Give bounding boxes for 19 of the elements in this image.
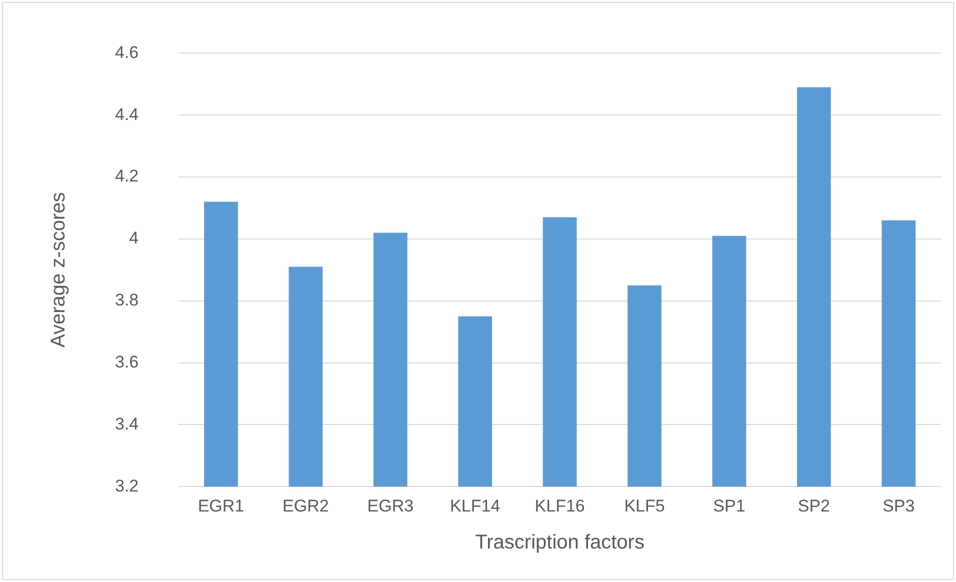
- y-axis-title: Average z-scores: [48, 192, 70, 348]
- y-tick-label: 3.8: [114, 290, 139, 310]
- x-tick-label: KLF5: [624, 496, 665, 516]
- x-tick-label: EGR1: [198, 496, 244, 516]
- x-tick-label: SP3: [882, 496, 915, 516]
- y-tick-label: 4.2: [114, 166, 139, 186]
- x-tick-label: KLF14: [450, 496, 500, 516]
- x-tick-label: SP2: [798, 496, 830, 516]
- y-tick-label: 3.6: [114, 352, 139, 372]
- y-tick-label: 4.6: [114, 42, 139, 62]
- x-tick-label: SP1: [713, 496, 746, 516]
- x-tick-label: EGR3: [367, 496, 414, 516]
- x-tick-label: KLF16: [534, 496, 585, 516]
- y-tick-label: 4.4: [114, 104, 139, 124]
- y-tick-label: 4: [129, 228, 139, 248]
- y-tick-label: 3.2: [114, 476, 139, 496]
- x-axis-title: Trascription factors: [475, 532, 644, 554]
- x-tick-label: EGR2: [282, 496, 329, 516]
- y-tick-label: 3.4: [114, 414, 139, 434]
